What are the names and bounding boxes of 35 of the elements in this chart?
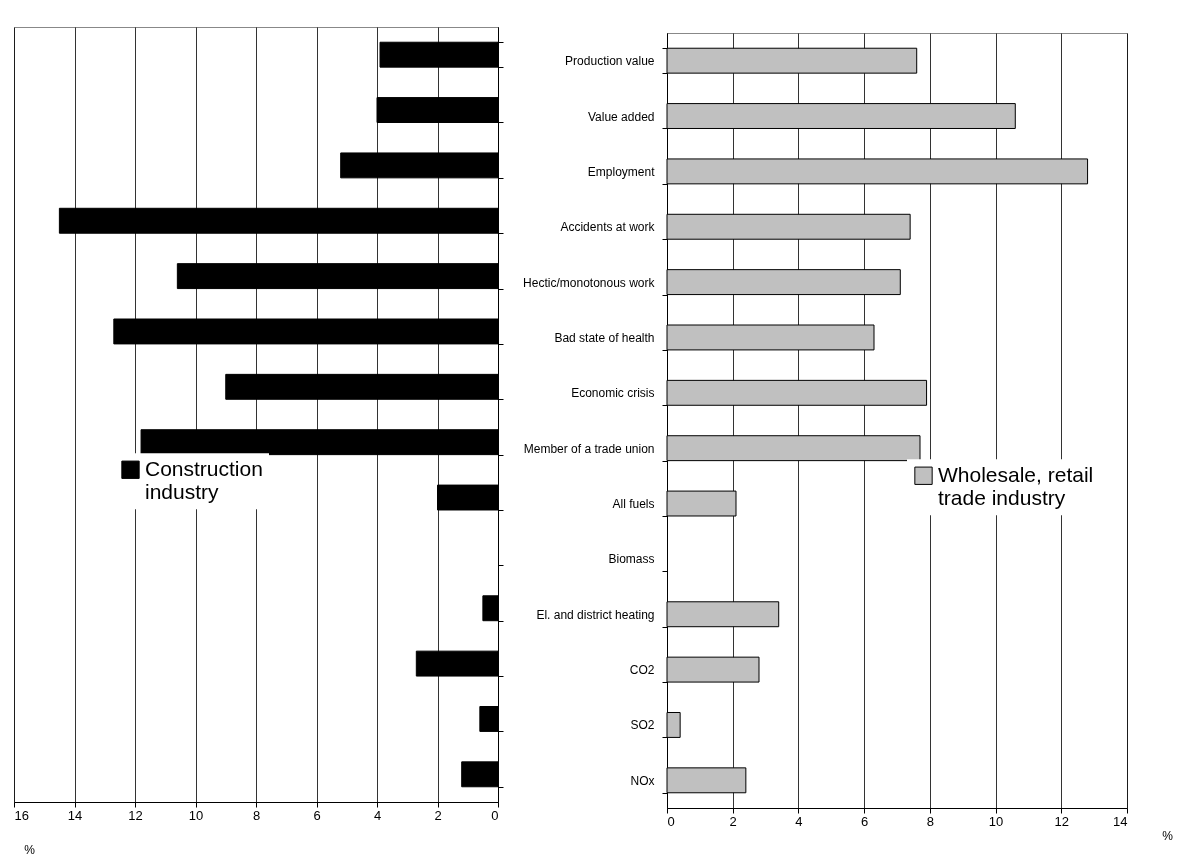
x-tick-label: 0 <box>667 813 675 829</box>
y-tick-label: All fuels <box>612 497 655 512</box>
x-tick-label: 6 <box>313 807 321 823</box>
x-tick-label: 14 <box>1113 813 1128 829</box>
x-axis-title: % <box>1162 828 1174 843</box>
x-tick-label: 14 <box>67 807 83 823</box>
y-tick-label: Production value <box>565 54 655 69</box>
legend-label: Construction industry <box>145 456 263 503</box>
x-tick-label: 4 <box>373 807 382 823</box>
x-tick-label: 12 <box>1054 813 1070 829</box>
x-tick-label: 2 <box>434 807 442 823</box>
x-tick-label: 10 <box>988 813 1004 829</box>
legend-label: Wholesale, retail trade industry <box>938 462 1094 509</box>
x-tick-label: 2 <box>729 813 737 829</box>
x-axis-title: % <box>24 842 36 857</box>
y-tick-label: Bad state of health <box>554 330 655 345</box>
x-tick-label: 16 <box>14 807 29 823</box>
x-tick-label: 10 <box>188 807 204 823</box>
x-tick-label: 8 <box>252 807 261 823</box>
y-tick-label: Employment <box>587 164 656 179</box>
x-tick-label: 6 <box>861 813 869 829</box>
x-tick-label: 4 <box>795 813 803 829</box>
y-tick-label: CO2 <box>629 663 655 678</box>
y-tick-label: Member of a trade union <box>523 441 655 456</box>
y-tick-label: El. and district heating <box>536 607 655 622</box>
y-tick-label: Biomass <box>608 552 655 567</box>
y-tick-label: NOx <box>630 773 655 788</box>
y-tick-label: SO2 <box>630 718 655 733</box>
y-tick-label: Value added <box>587 109 655 124</box>
y-tick-label: Accidents at work <box>560 220 656 235</box>
x-tick-label: 12 <box>128 807 143 823</box>
y-tick-label: Hectic/monotonous work <box>523 275 656 290</box>
x-tick-label: 0 <box>491 807 499 823</box>
x-tick-label: 8 <box>926 813 934 829</box>
y-tick-label: Economic crisis <box>571 386 655 401</box>
